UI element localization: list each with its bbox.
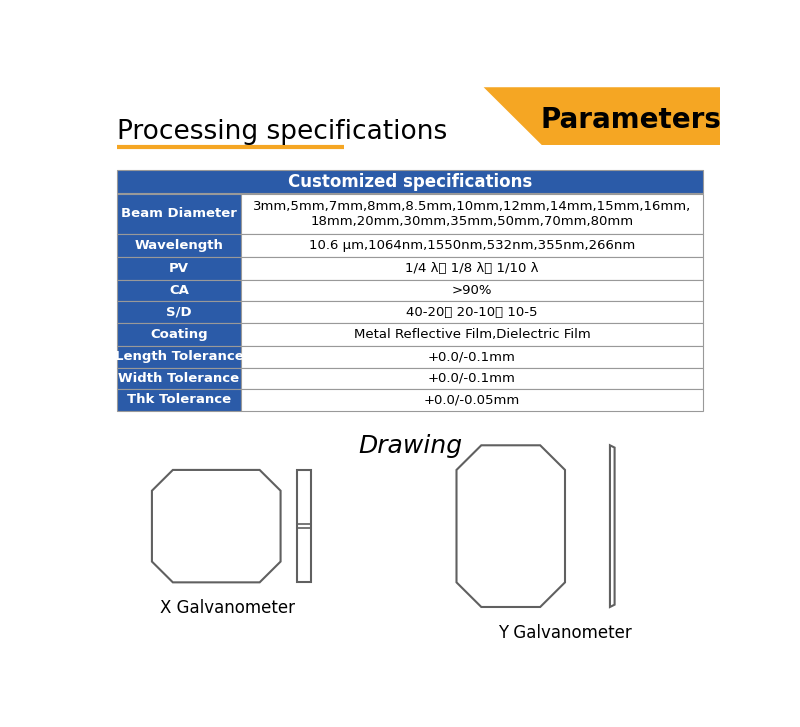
Polygon shape xyxy=(457,446,565,607)
Bar xyxy=(117,323,241,346)
Text: Processing specifications: Processing specifications xyxy=(117,119,447,145)
Text: Drawing: Drawing xyxy=(358,434,462,458)
Text: Thk Tolerance: Thk Tolerance xyxy=(127,393,231,406)
Bar xyxy=(297,470,310,582)
Bar xyxy=(241,233,703,257)
Text: Parameters: Parameters xyxy=(541,105,722,134)
Text: +0.0/-0.1mm: +0.0/-0.1mm xyxy=(428,371,516,385)
Text: +0.0/-0.05mm: +0.0/-0.05mm xyxy=(424,393,520,406)
Bar xyxy=(241,389,703,411)
Bar xyxy=(117,368,241,389)
Bar xyxy=(117,257,241,280)
Text: Y Galvanometer: Y Galvanometer xyxy=(498,624,632,642)
Text: 3mm,5mm,7mm,8mm,8.5mm,10mm,12mm,14mm,15mm,16mm,
18mm,20mm,30mm,35mm,50mm,70mm,80: 3mm,5mm,7mm,8mm,8.5mm,10mm,12mm,14mm,15m… xyxy=(253,199,691,228)
Text: 10.6 μm,1064nm,1550nm,532nm,355nm,266nm: 10.6 μm,1064nm,1550nm,532nm,355nm,266nm xyxy=(309,238,635,252)
Bar xyxy=(117,280,241,301)
Bar xyxy=(117,301,241,323)
Bar xyxy=(117,233,241,257)
Bar xyxy=(117,389,241,411)
Text: PV: PV xyxy=(169,262,189,275)
Text: +0.0/-0.1mm: +0.0/-0.1mm xyxy=(428,350,516,364)
Text: Customized specifications: Customized specifications xyxy=(288,173,532,191)
Text: 1/4 λ、 1/8 λ、 1/10 λ: 1/4 λ、 1/8 λ、 1/10 λ xyxy=(406,262,538,275)
Text: S/D: S/D xyxy=(166,305,192,318)
Bar xyxy=(241,346,703,368)
Text: 40-20、 20-10、 10-5: 40-20、 20-10、 10-5 xyxy=(406,305,538,318)
Bar xyxy=(241,257,703,280)
Text: CA: CA xyxy=(169,284,189,297)
Bar xyxy=(241,368,703,389)
Bar xyxy=(117,346,241,368)
Bar xyxy=(241,193,703,233)
Text: Metal Reflective Film,Dielectric Film: Metal Reflective Film,Dielectric Film xyxy=(354,328,590,341)
Bar xyxy=(117,170,703,193)
Bar xyxy=(117,193,241,233)
Bar xyxy=(241,280,703,301)
Bar xyxy=(241,301,703,323)
Text: Width Tolerance: Width Tolerance xyxy=(118,371,240,385)
Bar xyxy=(241,323,703,346)
Polygon shape xyxy=(152,470,281,582)
Polygon shape xyxy=(610,446,614,607)
Text: Coating: Coating xyxy=(150,328,208,341)
Text: Beam Diameter: Beam Diameter xyxy=(121,207,237,220)
Text: Wavelength: Wavelength xyxy=(134,238,223,252)
Text: X Galvanometer: X Galvanometer xyxy=(160,599,295,617)
Text: >90%: >90% xyxy=(452,284,492,297)
Text: Length Tolerance: Length Tolerance xyxy=(114,350,243,364)
Polygon shape xyxy=(484,87,720,145)
